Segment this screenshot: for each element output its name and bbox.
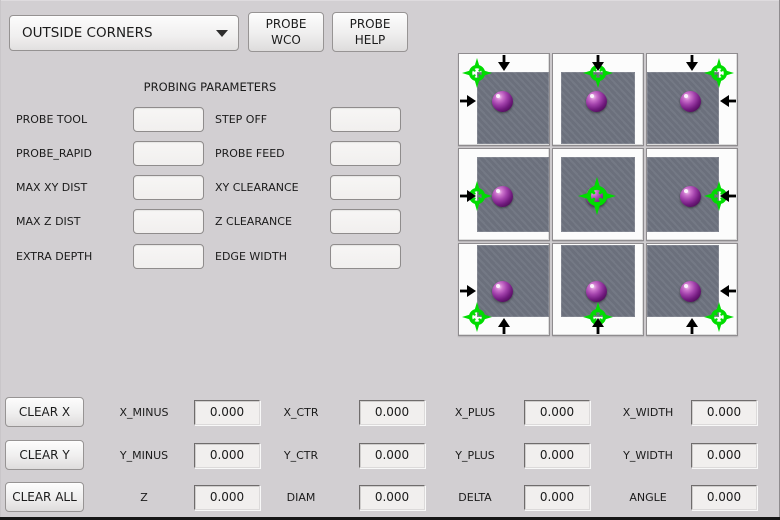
workpiece-square [477,72,549,144]
workpiece-square [477,245,549,317]
edge-width-input[interactable] [330,244,401,269]
arrow-right-icon [460,95,476,107]
y-width-label: Y_WIDTH [623,449,673,462]
probe-mode-select[interactable]: OUTSIDE CORNERS [9,15,239,51]
diam-label: DIAM [286,491,316,504]
probe-tool-label: PROBE TOOL [16,113,88,126]
arrow-right-icon [460,285,476,297]
clear-x-button[interactable]: CLEAR X [5,397,84,427]
probe-tile-bottom-left-corner[interactable] [458,243,550,336]
probe-ball-icon [492,91,513,112]
probe-ball-icon [680,91,701,112]
z-label: Z [140,491,148,504]
x-minus-label: X_MINUS [119,406,169,419]
x-plus-label: X_PLUS [454,406,496,419]
probe-tile-top-edge[interactable] [552,53,644,146]
probe-ball-icon [680,281,701,302]
arrow-up-icon [592,318,604,334]
y-minus-label: Y_MINUS [119,449,169,462]
z-clearance-input[interactable] [330,209,401,234]
arrow-right-icon [460,190,476,202]
probe-help-button[interactable]: PROBE HELP [332,12,408,52]
max-z-dist-label: MAX Z DIST [16,215,81,228]
max-xy-dist-input[interactable] [133,175,204,200]
probe-ball-icon [586,281,607,302]
probe-wco-button[interactable]: PROBE WCO [248,12,324,52]
arrow-down-icon [592,55,604,71]
probe-tile-bottom-right-corner[interactable] [646,243,738,336]
probe-tile-left-edge[interactable] [458,148,550,241]
probe-ball-icon [586,91,607,112]
z-clearance-label: Z CLEARANCE [215,215,292,228]
arrow-up-icon [498,318,510,334]
delta-label: DELTA [458,491,492,504]
probe-ball-icon [492,186,513,207]
crosshair-icon [578,177,616,215]
max-z-dist-input[interactable] [133,209,204,234]
x-minus-value: 0.000 [194,400,260,425]
arrow-up-icon [686,318,698,334]
probe-tile-right-edge[interactable] [646,148,738,241]
probe-rapid-input[interactable] [133,141,204,166]
y-plus-value: 0.000 [524,443,590,468]
arrow-down-icon [686,55,698,71]
x-plus-value: 0.000 [524,400,590,425]
delta-value: 0.000 [524,485,590,510]
y-plus-label: Y_PLUS [455,449,495,462]
x-ctr-label: X_CTR [283,406,319,419]
probe-tool-input[interactable] [133,107,204,132]
clear-y-button[interactable]: CLEAR Y [5,440,84,470]
crosshair-icon [704,58,734,88]
x-ctr-value: 0.000 [359,400,425,425]
probe-tile-bottom-edge[interactable] [552,243,644,336]
crosshair-icon [704,302,734,332]
angle-label: ANGLE [629,491,667,504]
chevron-down-icon [216,29,228,37]
extra-depth-input[interactable] [133,244,204,269]
probe-ball-icon [680,186,701,207]
y-minus-value: 0.000 [194,443,260,468]
x-width-value: 0.000 [691,400,757,425]
y-ctr-value: 0.000 [359,443,425,468]
crosshair-icon [462,302,492,332]
probe-feed-input[interactable] [330,141,401,166]
probe-ball-icon [492,281,513,302]
max-xy-dist-label: MAX XY DIST [16,181,88,194]
probe-tile-center[interactable] [552,148,644,241]
probe-tile-top-right-corner[interactable] [646,53,738,146]
arrow-left-icon [720,190,736,202]
probe-tile-top-left-corner[interactable] [458,53,550,146]
workpiece-square [477,157,549,232]
xy-clearance-input[interactable] [330,175,401,200]
y-width-value: 0.000 [691,443,757,468]
probe-rapid-label: PROBE_RAPID [16,147,93,160]
probing-parameters-title: PROBING PARAMETERS [143,80,277,94]
probe-mode-selected-value: OUTSIDE CORNERS [22,25,153,41]
y-ctr-label: Y_CTR [283,449,319,462]
arrow-left-icon [720,285,736,297]
step-off-input[interactable] [330,107,401,132]
edge-width-label: EDGE WIDTH [215,250,287,263]
x-width-label: X_WIDTH [622,406,674,419]
diam-value: 0.000 [359,485,425,510]
workpiece-square [647,245,719,317]
probe-position-grid [458,53,740,339]
extra-depth-label: EXTRA DEPTH [16,250,93,263]
crosshair-icon [462,58,492,88]
step-off-label: STEP OFF [215,113,268,126]
arrow-down-icon [498,55,510,71]
clear-all-button[interactable]: CLEAR ALL [5,482,84,512]
arrow-left-icon [720,95,736,107]
probe-feed-label: PROBE FEED [215,147,285,160]
z-value: 0.000 [194,485,260,510]
workpiece-square [561,157,635,232]
xy-clearance-label: XY CLEARANCE [215,181,299,194]
angle-value: 0.000 [691,485,757,510]
